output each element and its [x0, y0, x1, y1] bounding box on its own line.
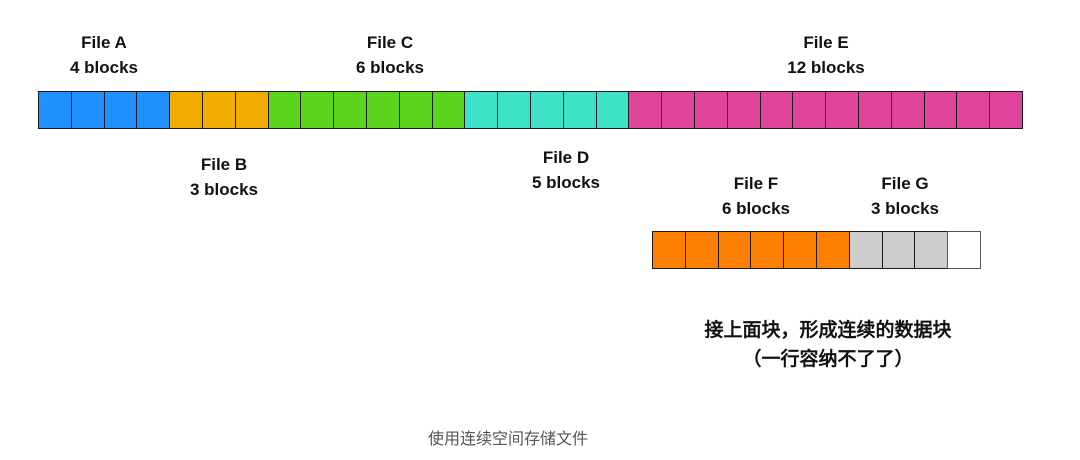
file-e-block — [923, 91, 958, 129]
file-f-block — [684, 231, 719, 269]
new-file-blocks-row — [652, 231, 981, 269]
file-g-block — [848, 231, 883, 269]
file-g-block — [881, 231, 916, 269]
file-name: File F — [733, 174, 779, 193]
file-e-block — [825, 91, 859, 129]
disk-blocks-row — [38, 91, 1023, 129]
file-size: 6 blocks — [355, 58, 425, 77]
file-e-block — [628, 91, 663, 129]
file-a-label: File A 4 blocks — [70, 30, 138, 80]
file-e-label: File E 12 blocks — [787, 30, 865, 80]
file-e-block — [759, 91, 794, 129]
file-size: 5 blocks — [531, 173, 601, 192]
file-f-label: File F 6 blocks — [722, 171, 790, 221]
file-name: File D — [542, 148, 590, 167]
file-size: 3 blocks — [189, 180, 259, 199]
file-c-label: File C 6 blocks — [356, 30, 424, 80]
file-e-block — [792, 91, 827, 129]
file-e-block — [661, 91, 695, 129]
file-d-block — [595, 91, 630, 129]
figure-caption: 使用连续空间存储文件 — [427, 429, 589, 448]
file-size: 4 blocks — [69, 58, 139, 77]
file-d-block — [497, 91, 531, 129]
file-d-label: File D 5 blocks — [532, 145, 600, 195]
file-a-block — [136, 91, 171, 129]
file-g-label: File G 3 blocks — [871, 171, 939, 221]
note-line-2: （一行容纳不了了） — [742, 348, 914, 370]
file-size: 3 blocks — [870, 199, 940, 218]
file-name: File C — [366, 33, 414, 52]
file-d-block — [562, 91, 597, 129]
file-c-block — [300, 91, 335, 129]
file-b-block — [169, 91, 203, 129]
file-c-block — [431, 91, 466, 129]
file-size: 6 blocks — [721, 199, 791, 218]
file-e-block — [956, 91, 991, 129]
file-d-block — [529, 91, 564, 129]
note-line-1: 接上面块，形成连续的数据块 — [704, 319, 952, 341]
file-c-block — [267, 91, 302, 129]
file-a-block — [38, 91, 72, 129]
file-b-block — [201, 91, 236, 129]
file-f-block — [717, 231, 752, 269]
file-name: File A — [81, 33, 127, 52]
file-e-block — [857, 91, 892, 129]
file-name: File B — [200, 155, 248, 174]
file-b-label: File B 3 blocks — [190, 152, 258, 202]
file-d-block — [464, 91, 499, 129]
file-g-block — [914, 231, 949, 269]
annotation-note: 接上面块，形成连续的数据块 （一行容纳不了了） — [704, 316, 951, 374]
file-e-block — [726, 91, 761, 129]
file-f-block — [652, 231, 686, 269]
file-e-block — [989, 91, 1023, 129]
file-c-block — [398, 91, 433, 129]
file-f-block — [750, 231, 785, 269]
file-f-block — [815, 231, 850, 269]
file-a-block — [70, 91, 105, 129]
empty-block — [947, 231, 981, 269]
file-c-block — [333, 91, 367, 129]
file-b-block — [234, 91, 269, 129]
file-name: File E — [803, 33, 849, 52]
file-size: 12 blocks — [787, 58, 865, 77]
file-e-block — [693, 91, 728, 129]
file-f-block — [783, 231, 817, 269]
file-c-block — [365, 91, 400, 129]
file-a-block — [103, 91, 138, 129]
file-e-block — [890, 91, 925, 129]
file-name: File G — [881, 174, 929, 193]
